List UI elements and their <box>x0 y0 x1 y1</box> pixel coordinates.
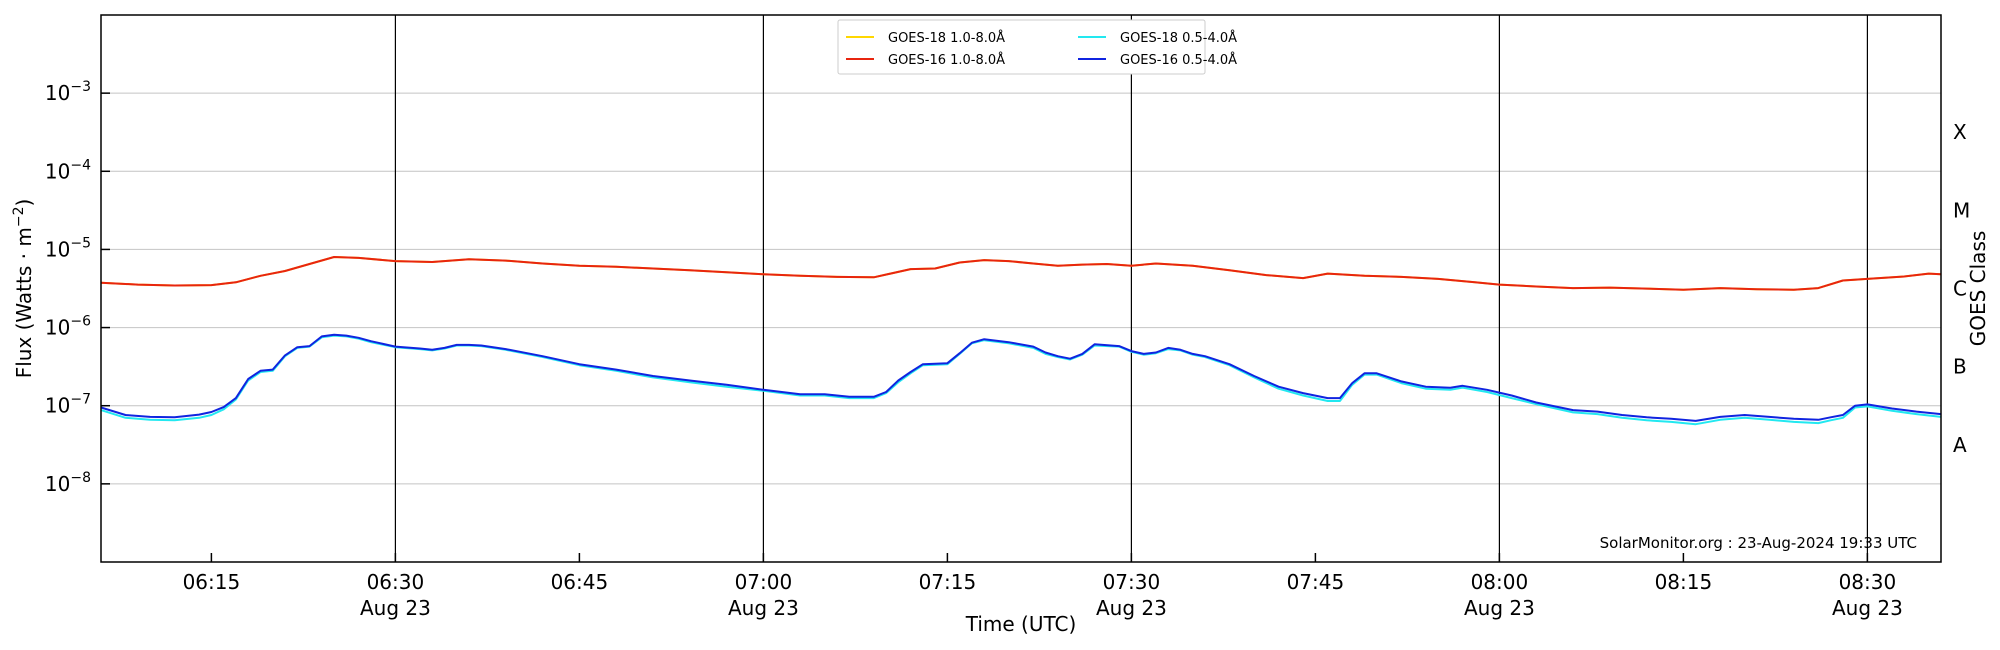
y-tick-label: 10−7 <box>45 392 91 418</box>
y-tick-base: 10 <box>45 472 70 496</box>
x-tick-label: 08:00 <box>1471 570 1529 594</box>
legend: GOES-18 1.0-8.0Å GOES-16 1.0-8.0Å GOES-18 … <box>837 19 1237 75</box>
x-tick-date: Aug 23 <box>1096 596 1167 620</box>
credit-text: SolarMonitor.org : 23-Aug-2024 19:33 UTC <box>1600 534 1917 552</box>
y-tick-label: 10−3 <box>45 79 91 105</box>
x-tick-label: 06:45 <box>551 570 609 594</box>
x-tick-label: 07:15 <box>919 570 977 594</box>
x-tick-label: 07:45 <box>1287 570 1345 594</box>
goes-class-label: X <box>1953 120 1967 144</box>
y-tick-base: 10 <box>45 316 70 340</box>
x-tick-label: 06:15 <box>183 570 241 594</box>
x-tick-date: Aug 23 <box>1464 596 1535 620</box>
y-axis-ticks: 10−810−710−610−510−410−3 <box>45 79 110 496</box>
plot-frame <box>100 14 1942 563</box>
x-tick-label: 08:15 <box>1655 570 1713 594</box>
series-lines <box>100 256 1942 426</box>
y-tick-base: 10 <box>45 159 70 183</box>
y-tick-exponent: −8 <box>70 470 91 486</box>
x-tick-label: 07:00 <box>735 570 793 594</box>
x-tick-label: 08:30 <box>1839 570 1897 594</box>
y-axis-title-exponent: −2 <box>11 207 27 228</box>
x-tick-date: Aug 23 <box>1832 596 1903 620</box>
goes-class-label: C <box>1953 277 1967 301</box>
legend-label: GOES-18 1.0-8.0Å <box>888 30 1005 46</box>
x-tick-label: 07:30 <box>1103 570 1161 594</box>
legend-label: GOES-16 1.0-8.0Å <box>888 52 1005 68</box>
goes-class-axis-title: GOES Class <box>1966 231 1990 347</box>
y-tick-base: 10 <box>45 237 70 261</box>
y-tick-label: 10−4 <box>45 157 91 183</box>
y-axis-title: Flux (Watts · m−2) <box>11 199 36 379</box>
y-axis-title-main: Flux (Watts · m <box>12 227 36 378</box>
legend-label: GOES-18 0.5-4.0Å <box>1120 30 1237 46</box>
series-line <box>100 333 1942 422</box>
series-line <box>100 256 1942 291</box>
y-tick-base: 10 <box>45 81 70 105</box>
grid-lines <box>101 92 1941 485</box>
y-tick-exponent: −5 <box>70 235 91 251</box>
legend-box <box>837 19 1206 75</box>
x-tick-date: Aug 23 <box>360 596 431 620</box>
x-tick-label: 06:30 <box>367 570 425 594</box>
y-axis-title-close: ) <box>12 199 36 207</box>
goes-class-label: M <box>1953 198 1970 222</box>
series-line <box>100 334 1942 426</box>
y-tick-exponent: −4 <box>70 157 91 173</box>
y-tick-exponent: −3 <box>70 79 91 95</box>
y-tick-label: 10−8 <box>45 470 91 496</box>
y-tick-exponent: −6 <box>70 314 91 330</box>
x-axis-title: Time (UTC) <box>965 612 1077 636</box>
goes-class-label: A <box>1953 433 1967 457</box>
day-boundary-lines <box>394 15 1869 562</box>
y-tick-label: 10−6 <box>45 314 91 340</box>
goes-class-labels: A B C M X <box>1953 120 1970 457</box>
goes-class-label: B <box>1953 355 1967 379</box>
y-tick-base: 10 <box>45 394 70 418</box>
legend-label: GOES-16 0.5-4.0Å <box>1120 52 1237 68</box>
y-tick-exponent: −7 <box>70 392 91 408</box>
x-tick-date: Aug 23 <box>728 596 799 620</box>
y-tick-label: 10−5 <box>45 235 91 261</box>
